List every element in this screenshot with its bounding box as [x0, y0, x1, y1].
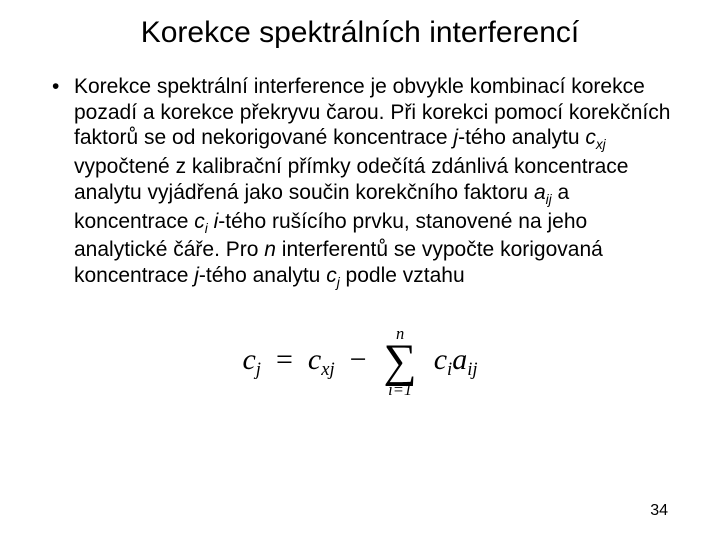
- sub-xj: xj: [596, 137, 606, 152]
- page-number: 34: [650, 502, 668, 520]
- text-run: podle vztahu: [340, 264, 465, 287]
- f-var-cxj: c: [308, 343, 321, 376]
- var-c3: c: [326, 264, 337, 287]
- sum-block: n ∑ i=1: [384, 326, 417, 399]
- sigma-icon: ∑: [384, 342, 417, 382]
- slide-title: Korekce spektrálních interferencí: [0, 0, 720, 74]
- f-sub-xj: xj: [321, 359, 334, 380]
- f-var-c: c: [242, 343, 255, 376]
- slide-body: Korekce spektrální interference je obvyk…: [0, 74, 720, 398]
- formula: cj = cxj − n ∑ i=1 ciaij: [242, 326, 477, 399]
- bullet-item: Korekce spektrální interference je obvyk…: [48, 74, 672, 292]
- slide: Korekce spektrálních interferencí Korekc…: [0, 0, 720, 540]
- formula-container: cj = cxj − n ∑ i=1 ciaij: [48, 326, 672, 399]
- text-run: -tého analytu: [458, 126, 585, 149]
- f-minus: −: [350, 343, 367, 376]
- var-c2: c: [194, 210, 205, 233]
- var-a: a: [534, 181, 546, 204]
- f-var-aij: a: [452, 343, 467, 376]
- f-sub-ij: ij: [467, 359, 477, 380]
- f-var-ci: c: [434, 343, 447, 376]
- f-eq: =: [276, 343, 293, 376]
- text-run: -tého analytu: [199, 264, 326, 287]
- f-sub-j: j: [256, 359, 261, 380]
- var-n: n: [264, 238, 276, 261]
- f-sub-i: i: [447, 359, 452, 380]
- sum-bottom: i=1: [384, 382, 417, 399]
- var-c: c: [585, 126, 596, 149]
- bullet-list: Korekce spektrální interference je obvyk…: [48, 74, 672, 292]
